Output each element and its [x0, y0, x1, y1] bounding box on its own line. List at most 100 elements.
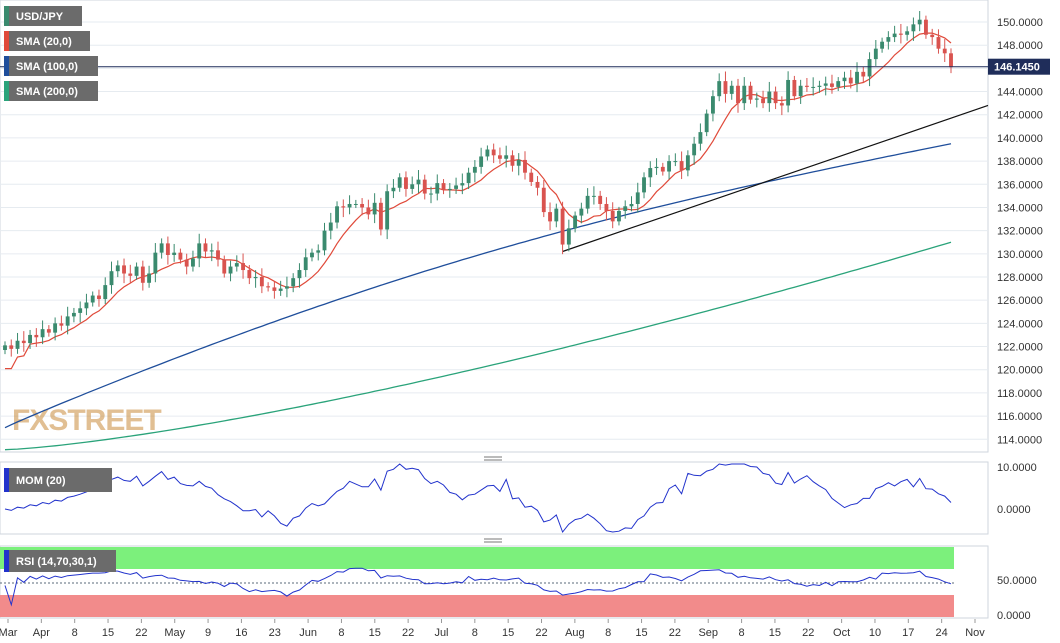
- sma-20-path: [5, 32, 952, 370]
- date-tick-label: Apr: [33, 627, 50, 639]
- candle-body: [717, 81, 722, 97]
- candle-body: [723, 81, 728, 94]
- price-panel-frame: [0, 0, 989, 453]
- fxstreet-watermark: FXSTREET: [12, 404, 161, 437]
- date-tick-label: Mar: [0, 627, 18, 639]
- last-price-value: 146.1450: [994, 62, 1040, 74]
- sma-200-path: [4, 241, 952, 451]
- price-tick-label: 132.0000: [997, 226, 1043, 238]
- candle-body: [134, 266, 139, 276]
- candle-body: [447, 188, 452, 191]
- legend-bg: [4, 56, 98, 76]
- date-tick-label: Jun: [299, 627, 317, 639]
- rsi-line: [4, 567, 952, 607]
- candle-body: [579, 208, 584, 216]
- candle-body: [165, 243, 170, 255]
- price-tick-label: 150.0000: [997, 17, 1043, 29]
- candle-body: [278, 288, 283, 291]
- price-tick-label: 142.0000: [997, 110, 1043, 122]
- candle-body: [435, 183, 440, 194]
- rsi-tick-50: 50.0000: [997, 575, 1037, 587]
- candle-body: [604, 203, 609, 211]
- candle-body: [303, 257, 308, 271]
- candle-body: [153, 252, 158, 274]
- date-tick-label: 8: [72, 627, 78, 639]
- rsi-path: [4, 567, 952, 607]
- candle-body: [698, 132, 703, 144]
- candle-body: [466, 172, 471, 184]
- candle-body: [259, 276, 264, 287]
- candle-body: [172, 252, 177, 255]
- candle-body: [65, 316, 70, 326]
- candle-body: [629, 203, 634, 207]
- candle-body: [203, 243, 208, 252]
- candle-body: [9, 345, 14, 349]
- candle-body: [861, 71, 866, 77]
- legend-swatch: [4, 31, 9, 51]
- price-tick-label: 116.0000: [997, 411, 1042, 423]
- date-tick-label: 8: [739, 627, 745, 639]
- legend-swatch: [4, 6, 9, 26]
- candle-body: [460, 183, 465, 186]
- candle-body: [823, 83, 828, 86]
- candle-body: [234, 263, 239, 267]
- momentum-panel-frame: [0, 461, 989, 535]
- candle-body: [817, 85, 822, 87]
- candle-body: [704, 113, 709, 133]
- candle-body: [892, 33, 897, 38]
- candle-body: [836, 81, 841, 87]
- candle-body: [673, 161, 678, 163]
- candle-body: [497, 155, 502, 159]
- sma-100-path: [4, 143, 952, 429]
- candle-body: [310, 252, 314, 258]
- candle-body: [297, 270, 302, 279]
- candle-body: [46, 329, 51, 333]
- candle-body: [679, 161, 684, 171]
- price-tick-label: 134.0000: [997, 202, 1043, 214]
- candle-body: [905, 31, 910, 35]
- candle-body: [347, 203, 352, 208]
- candle-body: [209, 250, 214, 252]
- candle-body: [128, 273, 133, 276]
- candle-body: [773, 91, 778, 104]
- candle-body: [648, 168, 653, 178]
- panel-splitter-2[interactable]: [484, 538, 502, 543]
- legend-swatch: [4, 81, 9, 101]
- rsi-legend-label: RSI (14,70,30,1): [16, 556, 97, 568]
- date-tick-label: 8: [338, 627, 344, 639]
- candle-body: [855, 71, 859, 84]
- date-tick-label: Aug: [565, 627, 585, 639]
- candle-body: [667, 161, 672, 172]
- candle-body: [554, 208, 559, 222]
- momentum-line: [4, 463, 952, 534]
- candle-body: [284, 286, 289, 289]
- candle-body: [266, 286, 271, 288]
- candle-body: [53, 323, 58, 333]
- candle-body: [516, 159, 521, 166]
- sma-100-line: [4, 143, 952, 429]
- rsi-legend: RSI (14,70,30,1): [4, 550, 116, 572]
- last-price-badge: 146.1450: [988, 58, 1050, 75]
- candle-body: [529, 172, 534, 182]
- price-tick-label: 148.0000: [997, 40, 1043, 52]
- price-tick-label: 126.0000: [997, 295, 1043, 307]
- date-tick-label: 15: [635, 627, 647, 639]
- candle-body: [880, 41, 885, 49]
- candle-body: [404, 177, 408, 189]
- candle-body: [623, 206, 628, 211]
- candle-body: [598, 195, 603, 204]
- candle-body: [610, 210, 615, 222]
- date-tick-label: 16: [235, 627, 247, 639]
- price-tick-label: 128.0000: [997, 272, 1043, 284]
- candle-body: [247, 270, 252, 279]
- legend-bg: [4, 6, 82, 26]
- date-tick-label: 24: [936, 627, 948, 639]
- candle-body: [754, 98, 759, 100]
- panel-splitter-1[interactable]: [484, 456, 502, 461]
- candle-body: [523, 159, 527, 173]
- candle-body: [103, 285, 108, 300]
- candle-body: [548, 212, 552, 222]
- candle-body: [78, 308, 83, 313]
- price-tick-label: 122.0000: [997, 342, 1043, 354]
- date-tick-label: Nov: [965, 627, 985, 639]
